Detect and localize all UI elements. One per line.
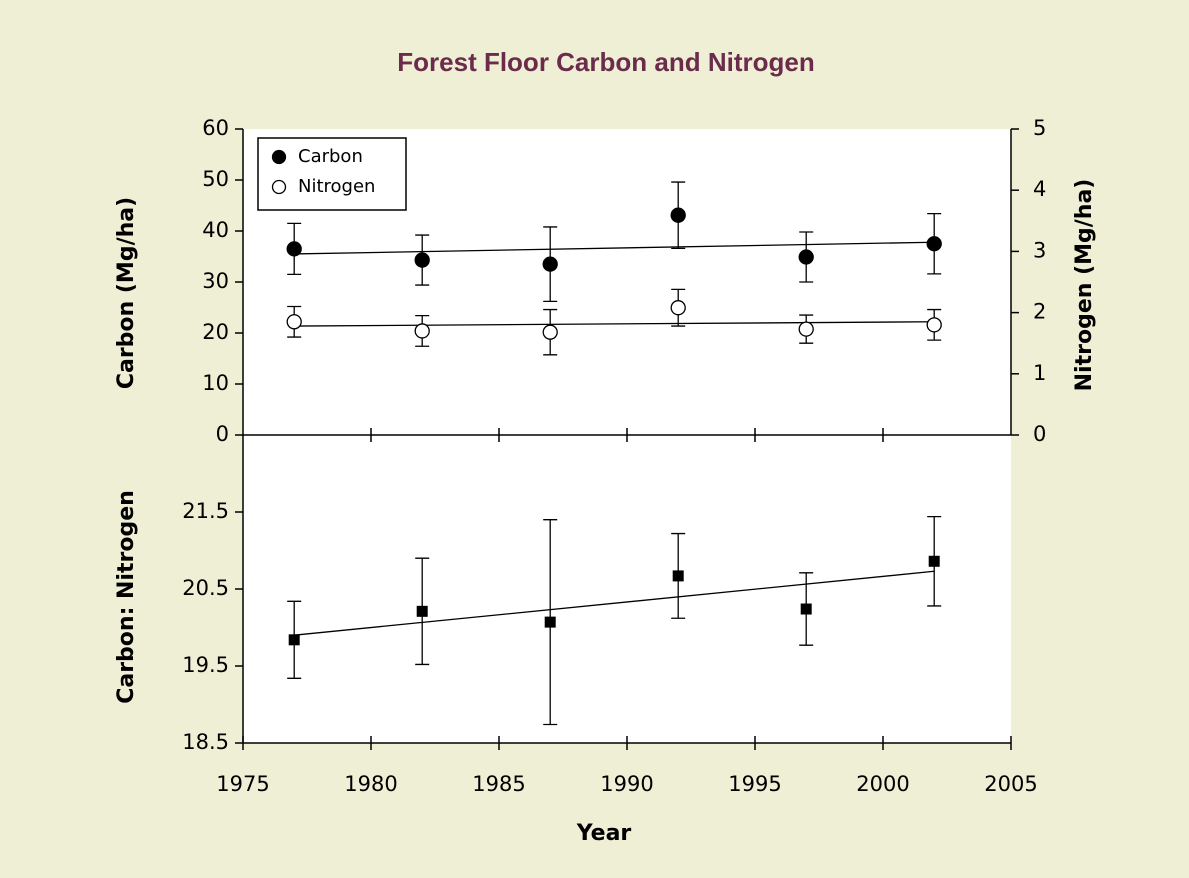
y-tick-label: 20 (202, 320, 229, 344)
y-tick-label: 30 (202, 269, 229, 293)
y-axis-label: Carbon: Nitrogen (114, 490, 139, 704)
x-tick-label: 2000 (856, 772, 909, 796)
marker (800, 603, 812, 615)
y-tick-label: 10 (202, 371, 229, 395)
x-tick-label: 1985 (472, 772, 525, 796)
marker (544, 616, 556, 628)
y2-tick-label: 5 (1033, 116, 1046, 140)
legend-label: Carbon (298, 146, 363, 167)
marker (670, 300, 686, 316)
marker (542, 324, 558, 340)
x-tick-label: 1995 (728, 772, 781, 796)
y2-tick-label: 1 (1033, 361, 1046, 385)
x-tick-label: 1990 (600, 772, 653, 796)
marker (286, 241, 302, 257)
marker (670, 207, 686, 223)
marker (798, 321, 814, 337)
y-tick-label: 19.5 (182, 653, 229, 677)
y-tick-label: 20.5 (182, 576, 229, 600)
y-tick-label: 21.5 (182, 499, 229, 523)
marker (926, 317, 942, 333)
y-tick-label: 18.5 (182, 730, 229, 754)
x-tick-label: 2005 (984, 772, 1037, 796)
y2-tick-label: 0 (1033, 422, 1046, 446)
marker (672, 570, 684, 582)
legend-marker (271, 149, 287, 165)
marker (414, 323, 430, 339)
y2-tick-label: 4 (1033, 177, 1046, 201)
y-axis-label: Carbon (Mg/ha) (114, 197, 139, 389)
marker (414, 252, 430, 268)
marker (542, 256, 558, 272)
x-tick-label: 1980 (344, 772, 397, 796)
x-axis-label: Year (576, 821, 632, 846)
marker (288, 634, 300, 646)
marker (286, 314, 302, 330)
y2-tick-label: 2 (1033, 300, 1046, 324)
y2-tick-label: 3 (1033, 238, 1046, 262)
marker (926, 236, 942, 252)
legend (257, 137, 407, 211)
marker (798, 249, 814, 265)
trend-line (294, 570, 935, 636)
y-tick-label: 60 (202, 116, 229, 140)
marker (928, 555, 940, 567)
y-tick-label: 0 (216, 422, 229, 446)
y2-axis-label: Nitrogen (Mg/ha) (1072, 179, 1097, 392)
legend-label: Nitrogen (298, 176, 375, 197)
y-tick-label: 50 (202, 167, 229, 191)
trend-line (294, 241, 935, 255)
trend-line (294, 321, 935, 327)
chart-title: Forest Floor Carbon and Nitrogen (397, 47, 814, 77)
legend-marker (271, 179, 287, 195)
y-tick-label: 40 (202, 218, 229, 242)
x-tick-label: 1975 (216, 772, 269, 796)
marker (416, 605, 428, 617)
